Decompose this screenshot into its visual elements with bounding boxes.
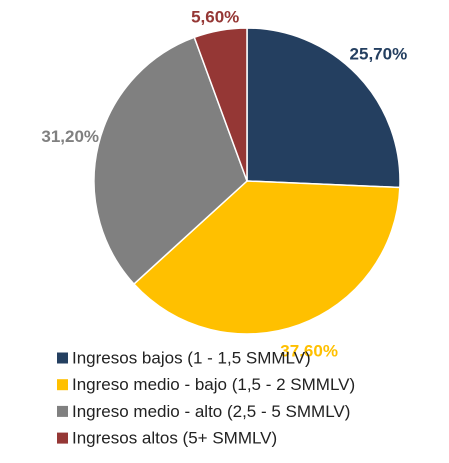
pie-slice <box>193 27 248 182</box>
pie-slice <box>93 36 248 286</box>
legend-swatch <box>57 379 68 391</box>
pie-slice <box>246 27 401 189</box>
data-label: 25,70% <box>350 45 408 64</box>
legend-swatch <box>57 432 68 444</box>
legend-label: Ingresos altos (5+ SMMLV) <box>72 429 277 448</box>
data-label: 5,60% <box>191 7 239 26</box>
pie-slice <box>132 180 401 335</box>
data-label: 37,60% <box>280 342 338 361</box>
legend-label: Ingresos bajos (1 - 1,5 SMMLV) <box>72 348 311 367</box>
legend-swatch <box>57 352 68 364</box>
legend-label: Ingreso medio - bajo (1,5 - 2 SMMLV) <box>72 375 355 394</box>
data-label: 31,20% <box>41 127 99 146</box>
legend-swatch <box>57 405 68 417</box>
legend-label: Ingreso medio - alto (2,5 - 5 SMMLV) <box>72 402 350 421</box>
